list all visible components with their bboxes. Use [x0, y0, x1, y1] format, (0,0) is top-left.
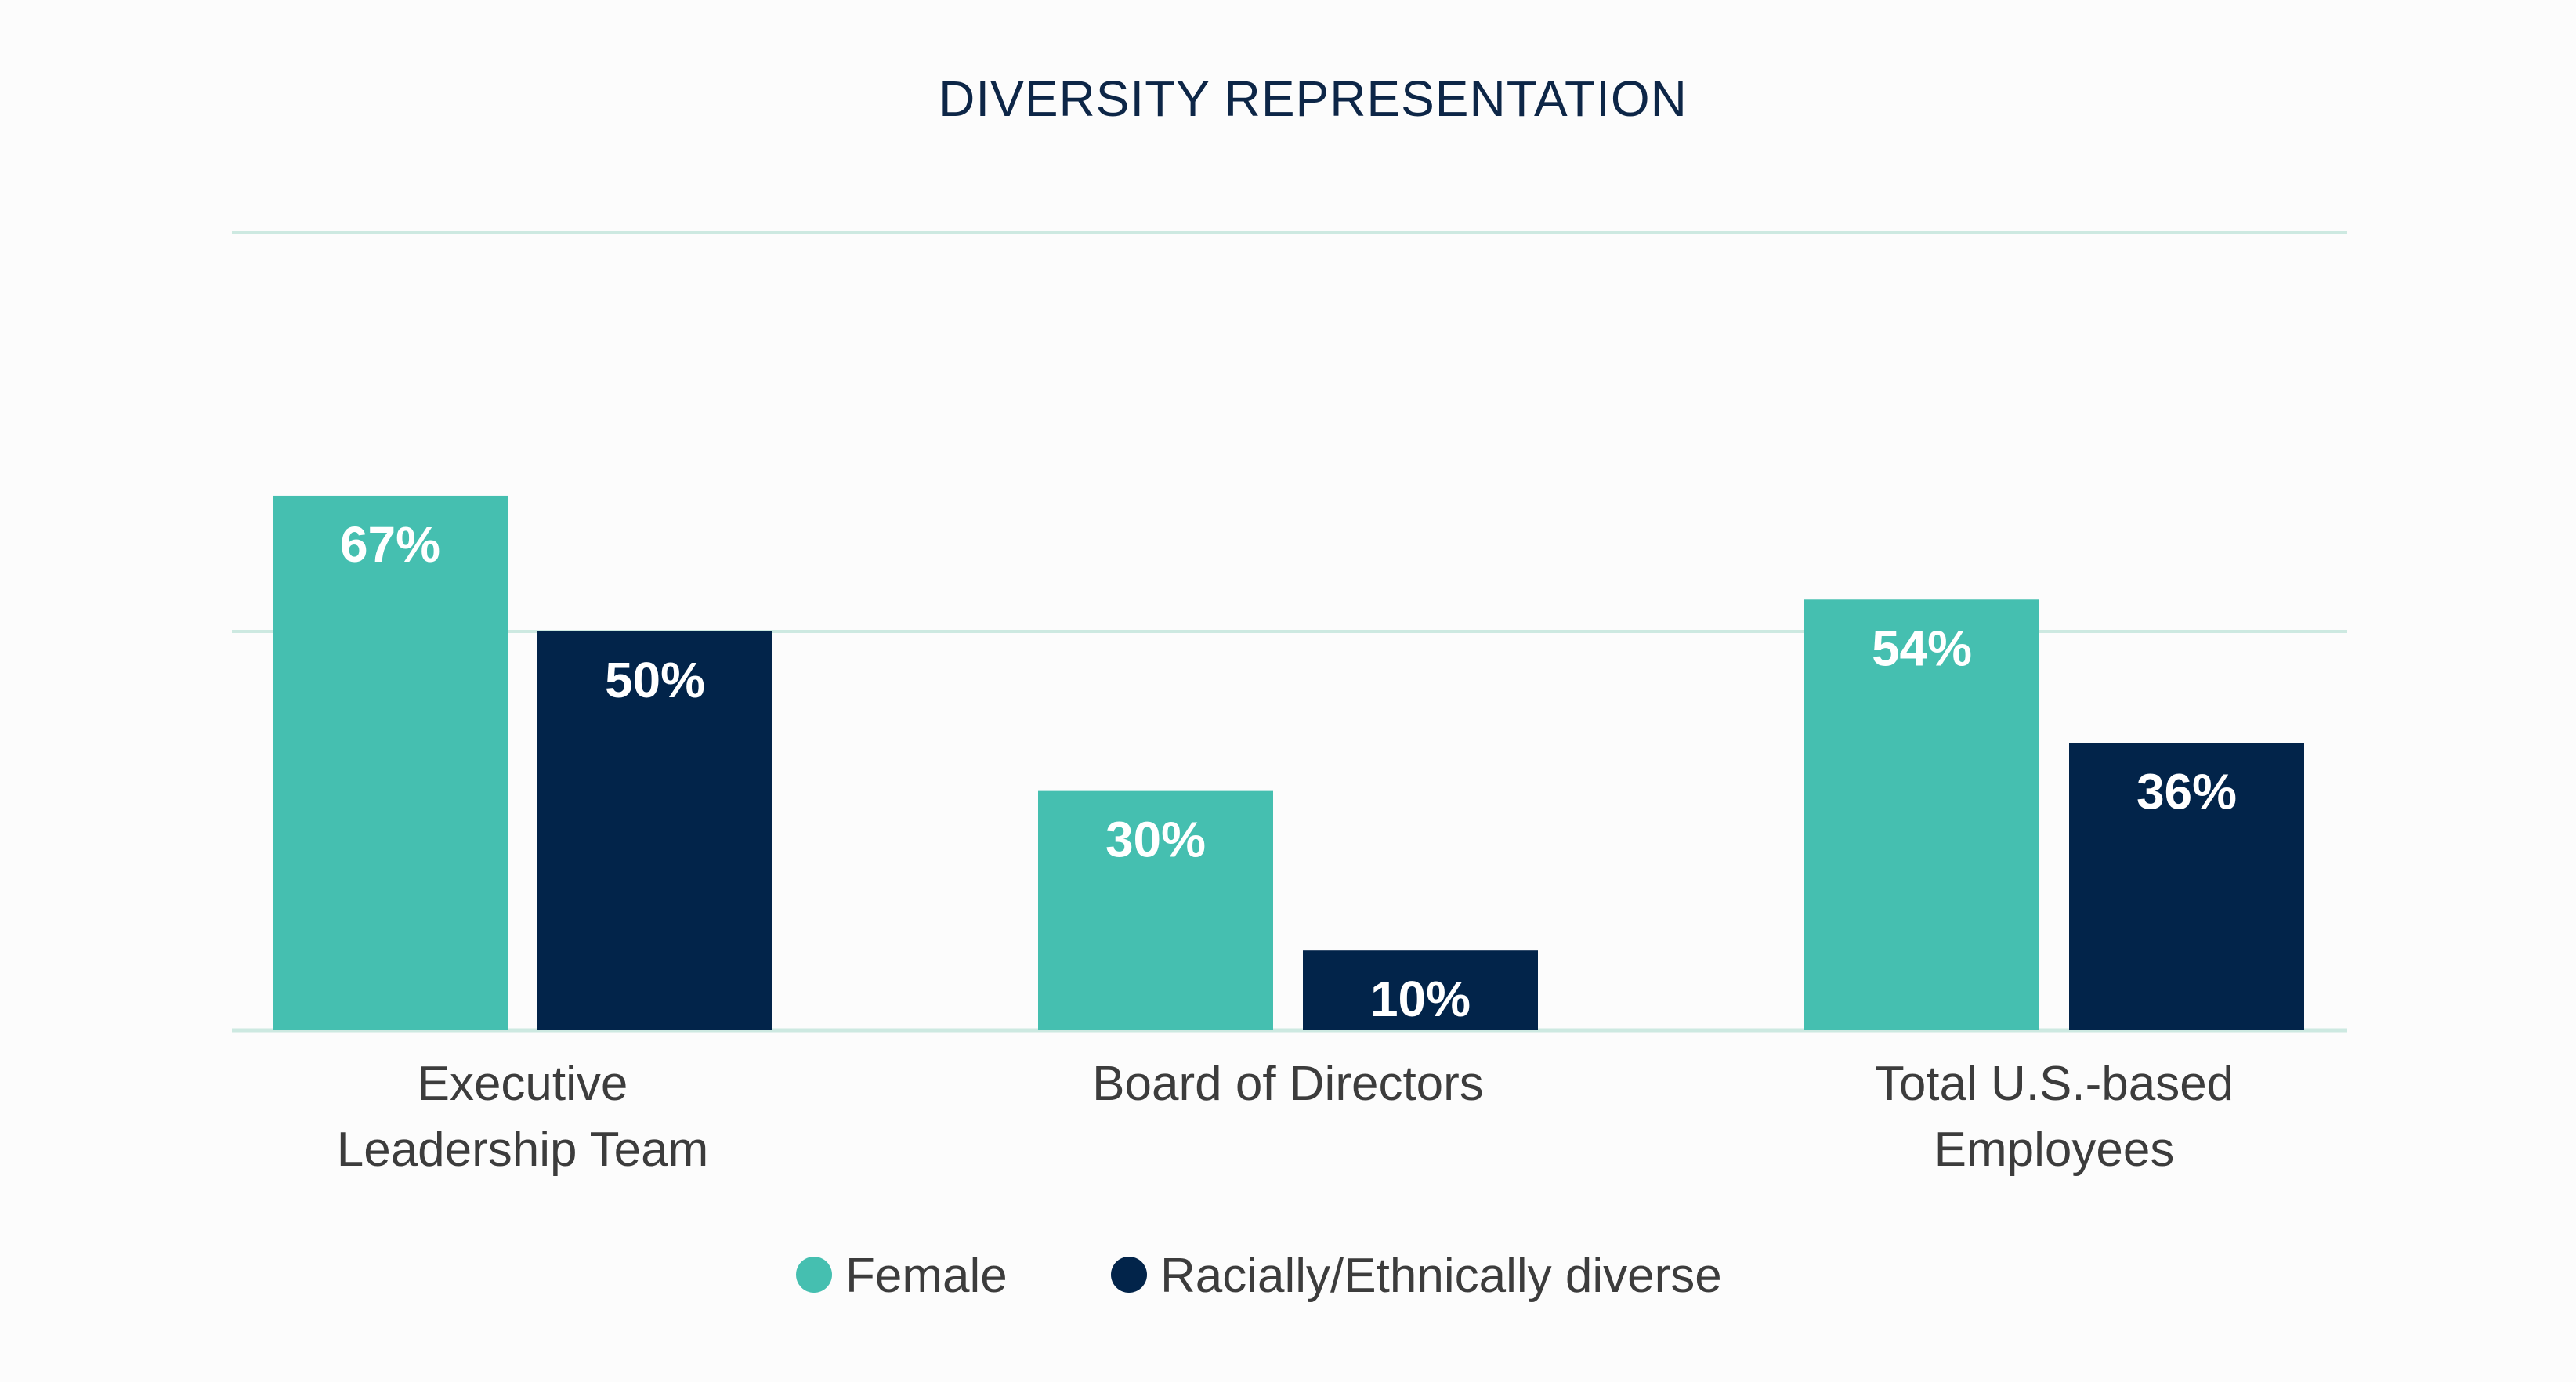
legend-label: Female [845, 1249, 1008, 1303]
category-labels: Executive Leadership Team Board of Directo… [337, 1057, 2234, 1177]
bar-value-label: 10% [1370, 971, 1471, 1027]
bar-value-label: 54% [1872, 620, 1972, 676]
category-label: Leadership Team [337, 1123, 709, 1177]
bar-value-label: 36% [2136, 764, 2237, 820]
legend: Female Racially/Ethnically diverse [796, 1249, 1722, 1303]
category-label: Employees [1934, 1123, 2175, 1177]
legend-label: Racially/Ethnically diverse [1160, 1249, 1722, 1303]
bar-diverse-0 [537, 631, 772, 1030]
bar-value-label: 50% [605, 652, 705, 708]
category-label: Total U.S.-based [1875, 1057, 2234, 1111]
bar-female-0 [273, 495, 508, 1030]
category-label: Board of Directors [1092, 1057, 1484, 1111]
legend-swatch-female [796, 1257, 832, 1293]
category-label: Executive [418, 1057, 628, 1111]
bar-female-1 [1038, 790, 1273, 1030]
bar-diverse-1 [1303, 950, 1538, 1030]
bars: 67% 50% 30% 10% 54% 36% [273, 495, 2304, 1030]
chart-title: DIVERSITY REPRESENTATION [939, 71, 1688, 127]
legend-swatch-diverse [1111, 1257, 1147, 1293]
bar-value-label: 30% [1105, 812, 1206, 868]
bar-diverse-2 [2069, 743, 2304, 1030]
bar-female-2 [1804, 599, 2039, 1030]
bar-value-label: 67% [340, 516, 440, 573]
